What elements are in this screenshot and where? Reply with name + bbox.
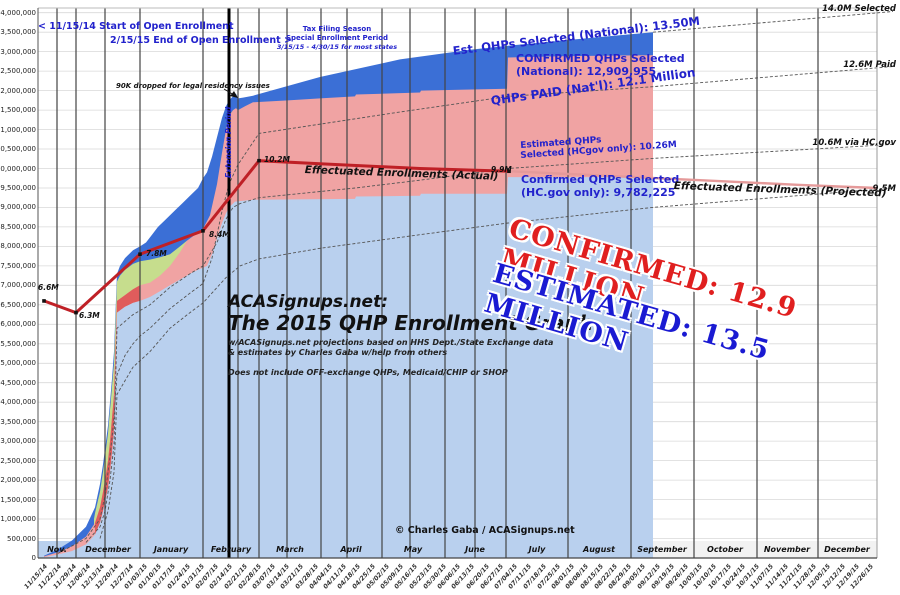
chart-subtitle-2: & estimates by Charles Gaba w/help from … [228, 348, 448, 357]
area-confirmed-hcgov [44, 177, 653, 558]
confirmed-hcgov-label-2: (HC.gov only): 9,782,225 [521, 186, 676, 199]
confirmed-national-label-1: CONFIRMED QHPs Selected [516, 52, 685, 65]
y-axis-label: 3,500,000 [0, 417, 36, 426]
month-label-january: January [153, 545, 189, 554]
data-point-marker [74, 310, 78, 315]
point-label-6-6m: 6.6M [38, 283, 59, 292]
point-label-7-8m: 7.8M [146, 249, 167, 258]
y-axis-label: 10,000,000 [0, 164, 36, 173]
effectuated-projected-line [508, 170, 878, 190]
y-axis-label: 12,500,000 [0, 67, 36, 76]
data-point-marker [257, 158, 261, 163]
area-early-confirmed-red [95, 285, 140, 535]
y-axis-label: 8,500,000 [0, 222, 36, 231]
projection-hcgov-label: 10.6M via HC.gov [812, 138, 896, 148]
projection-paid-label: 12.6M Paid [843, 60, 896, 70]
month-label-august: August [583, 545, 615, 554]
dashed-paid-national [57, 66, 894, 554]
y-axis-label: 2,500,000 [0, 456, 36, 465]
y-axis-label: 6,000,000 [0, 320, 36, 329]
y-axis-label: 6,500,000 [0, 300, 36, 309]
90k-dropped-note: 90K dropped for legal residency issues [116, 82, 270, 90]
month-label-july: July [528, 545, 546, 554]
point-label-8-4m: 8.4M [209, 230, 230, 239]
y-axis-label: 14,000,000 [0, 8, 36, 17]
month-label-april: April [340, 545, 362, 554]
y-axis-label: 7,500,000 [0, 261, 36, 270]
tax-season-note-line2: Special Enrollment Period [285, 34, 389, 42]
chart-exclusion-note: Does not include OFF-exchange QHPs, Medi… [228, 368, 508, 377]
data-point-marker [42, 299, 46, 303]
y-axis-label: 4,000,000 [0, 398, 36, 407]
y-axis-label: 0 [31, 554, 36, 562]
y-axis-label: 4,500,000 [0, 378, 36, 387]
copyright-text: © Charles Gaba / ACASignups.net [395, 525, 575, 536]
chart-title: The 2015 QHP Enrollment Graph [228, 311, 594, 335]
month-label-march: March [276, 545, 304, 554]
tax-season-note-line1: Tax Filing Season [302, 25, 372, 33]
y-axis-label: 10,500,000 [0, 145, 36, 154]
dashed-selected-projection [652, 11, 894, 33]
y-axis-label: 9,500,000 [0, 183, 36, 192]
y-axis-label: 11,500,000 [0, 106, 36, 115]
y-axis-label: 500,000 [7, 534, 36, 543]
y-axis-label: 11,000,000 [0, 125, 36, 134]
extension-period-note: Extension Period [224, 106, 233, 178]
y-axis-label: 7,000,000 [0, 281, 36, 290]
months-strip-empty [653, 541, 877, 558]
point-label-10-2m: 10.2M [264, 155, 290, 164]
projection-effectuated-label: 9.5M [872, 184, 896, 194]
y-axis-label: 1,500,000 [0, 495, 36, 504]
month-label-february: February [210, 545, 252, 554]
data-point-marker [138, 252, 142, 256]
y-axis-label: 8,000,000 [0, 242, 36, 251]
dropped-note-arrowhead [230, 91, 238, 98]
month-label-september: September [637, 545, 687, 554]
month-label-nov: Nov. [47, 545, 67, 554]
y-axis-label: 3,000,000 [0, 437, 36, 446]
confirmed-national-label-2: (National): 12,909,955 [516, 65, 657, 78]
chart-subtitle-1: w/ACASignups.net projections based on HH… [228, 338, 554, 347]
month-label-october: October [707, 545, 743, 554]
projection-selected-label: 14.0M Selected [822, 4, 896, 14]
month-label-december: December [824, 545, 870, 554]
point-label-9-9m: 9.9M [491, 165, 512, 174]
y-axis-label: 13,500,000 [0, 28, 36, 37]
data-point-marker [507, 169, 511, 174]
point-label-6-3m: 6.3M [79, 311, 100, 320]
y-axis-label: 12,000,000 [0, 86, 36, 95]
confirmed-hcgov-label-1: Confirmed QHPs Selected [521, 173, 680, 186]
data-point-marker [201, 229, 205, 233]
month-label-may: May [403, 545, 423, 554]
end-open-enrollment-note: 2/15/15 End of Open Enrollment > [110, 35, 292, 46]
month-label-june: June [465, 545, 485, 554]
start-open-enrollment-note: < 11/15/14 Start of Open Enrollment [38, 21, 234, 32]
y-axis-label: 1,000,000 [0, 515, 36, 524]
y-axis-label: 5,500,000 [0, 339, 36, 348]
y-axis-label: 2,000,000 [0, 476, 36, 485]
site-title: ACASignups.net: [228, 292, 389, 312]
y-axis-label: 9,000,000 [0, 203, 36, 212]
effectuated-actual-line [43, 159, 510, 315]
month-label-december: December [85, 545, 131, 554]
y-axis-label: 13,000,000 [0, 47, 36, 56]
month-label-november: November [763, 545, 811, 554]
y-axis-label: 5,000,000 [0, 359, 36, 368]
tax-season-note-line3: 3/15/15 - 4/30/15 for most states [276, 43, 398, 51]
